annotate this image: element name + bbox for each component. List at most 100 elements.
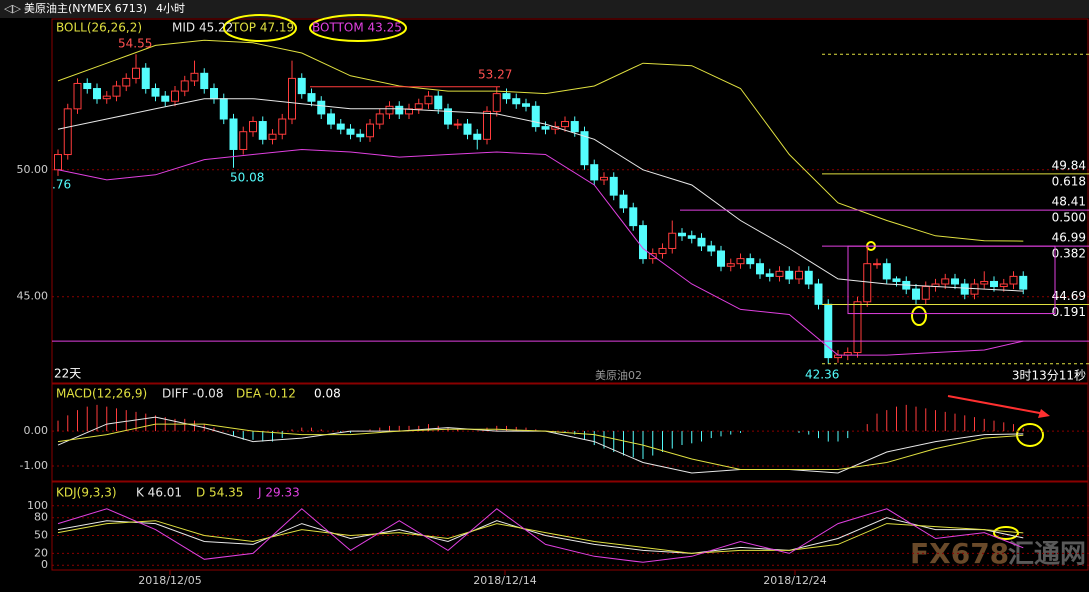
legend-entry: K 46.01 xyxy=(136,486,182,500)
candle-body xyxy=(54,154,62,171)
candle-body xyxy=(483,110,491,140)
candle-body xyxy=(278,118,287,135)
candle-body xyxy=(375,113,384,125)
period[interactable]: 4小时 xyxy=(156,2,185,15)
candle-body xyxy=(629,207,638,227)
candle-body xyxy=(307,93,316,102)
candle-body xyxy=(658,247,667,255)
candle-body xyxy=(141,67,150,90)
candle-body xyxy=(882,263,891,280)
highlight xyxy=(911,306,927,326)
candle-body xyxy=(346,128,355,135)
candle-body xyxy=(990,280,998,288)
top-bar xyxy=(0,0,1089,18)
highlight xyxy=(223,14,297,42)
candle-body xyxy=(600,176,608,181)
candle-body xyxy=(502,93,511,100)
candle-body xyxy=(873,263,881,266)
candle-body xyxy=(161,95,170,102)
candle-body xyxy=(414,103,423,110)
x-tick-label: 2018/12/05 xyxy=(138,574,201,587)
candle-body xyxy=(814,283,823,305)
y-tick-label: 80 xyxy=(34,511,48,524)
indicator-name: MACD(12,26,9) xyxy=(56,387,147,401)
candle-body xyxy=(122,77,131,87)
candle-body xyxy=(395,105,404,115)
candle-body xyxy=(561,121,569,128)
kdj-frame xyxy=(51,481,1089,571)
fib-price: 44.69 xyxy=(1052,289,1086,303)
candle-body xyxy=(765,273,774,277)
candle-body xyxy=(687,235,696,239)
macd-frame xyxy=(51,383,1089,482)
candle-body xyxy=(609,176,618,196)
legend-entry: D 54.35 xyxy=(196,486,243,500)
candle-body xyxy=(697,237,706,247)
legend-entry: DEA -0.12 xyxy=(236,387,296,401)
candle-body xyxy=(453,123,462,126)
price-label: 53.27 xyxy=(478,68,512,82)
candle-body xyxy=(444,108,452,125)
indicator-line xyxy=(57,148,1024,356)
candle-body xyxy=(288,77,296,120)
candle-body xyxy=(785,270,794,280)
fib-price: 48.41 xyxy=(1052,195,1086,209)
candle-body xyxy=(93,88,101,100)
y-tick-label: 45.00 xyxy=(17,290,49,303)
candle-body xyxy=(210,88,218,100)
candle-body xyxy=(83,82,92,90)
candle-body xyxy=(268,133,277,140)
x-tick-label: 2018/12/14 xyxy=(473,574,536,587)
nav-icon[interactable]: ◁▷ xyxy=(4,2,21,15)
candle-body xyxy=(492,93,501,112)
candle-body xyxy=(180,80,189,92)
legend-entry: BOTTOM 43.25 xyxy=(312,21,402,35)
candle-body xyxy=(132,67,140,79)
candle-body xyxy=(570,121,579,133)
legend-entry: DIFF -0.08 xyxy=(162,387,223,401)
fib-ratio: 0.191 xyxy=(1052,305,1086,319)
candle-body xyxy=(239,131,248,150)
candle-body xyxy=(580,131,589,166)
instrument[interactable]: 美原油主(NYMEX 6713) xyxy=(24,1,147,15)
candle-body xyxy=(473,133,482,140)
candle-body xyxy=(258,121,267,140)
candle-body xyxy=(921,286,930,300)
candle-body xyxy=(541,126,550,130)
y-tick-label: 0 xyxy=(41,558,48,571)
candle-body xyxy=(804,270,813,285)
candle-body xyxy=(678,232,686,237)
indicator-line xyxy=(57,517,1024,554)
candle-body xyxy=(219,98,228,120)
candle-body xyxy=(317,100,326,115)
fib-ratio: 0.618 xyxy=(1052,174,1086,188)
indicator-name: KDJ(9,3,3) xyxy=(56,486,117,500)
note: 美原油02 xyxy=(595,368,642,382)
candle-body xyxy=(1009,275,1018,285)
y-tick-label: 100 xyxy=(27,499,48,512)
x-tick-label: 2018/12/24 xyxy=(763,574,826,587)
candle-body xyxy=(297,77,306,95)
candle-body xyxy=(463,123,472,135)
fib-price: 46.99 xyxy=(1052,231,1086,245)
highlight xyxy=(993,526,1019,540)
highlight xyxy=(309,14,407,42)
note: 22天 xyxy=(54,367,81,381)
candle-body xyxy=(73,82,82,110)
candle-body xyxy=(980,280,989,285)
candle-body xyxy=(941,278,950,285)
candle-body xyxy=(639,225,647,260)
fib-ratio: 0.382 xyxy=(1052,247,1086,261)
candle-body xyxy=(385,105,394,115)
candle-body xyxy=(327,113,335,125)
fib-price: 49.84 xyxy=(1052,158,1086,172)
candle-body xyxy=(726,263,735,267)
candle-body xyxy=(1019,275,1028,290)
indicator-name: BOLL(26,26,2) xyxy=(56,21,142,35)
candle-body xyxy=(775,270,784,277)
candle-body xyxy=(366,123,374,138)
candle-body xyxy=(746,258,755,265)
legend-entry: J 29.33 xyxy=(257,486,300,500)
